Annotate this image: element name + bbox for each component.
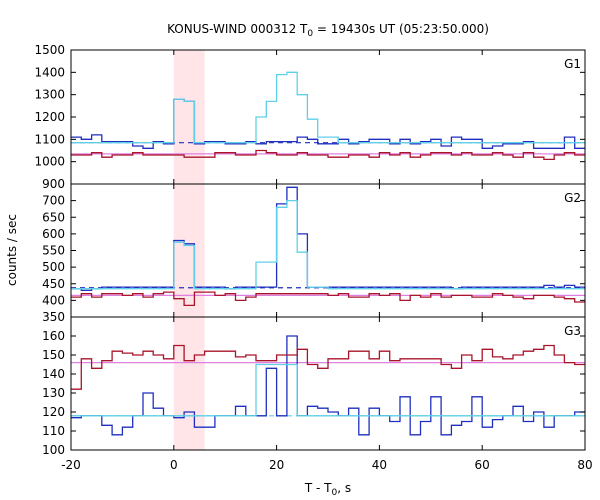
series-G2-dark_blue bbox=[71, 186, 585, 292]
shaded-interval-G1 bbox=[173, 50, 205, 184]
x-axis-label: T - T0, s bbox=[304, 481, 351, 498]
y-tick-label: 100 bbox=[42, 443, 65, 457]
y-tick-label: 140 bbox=[42, 367, 65, 381]
x-tick-label: -20 bbox=[61, 458, 81, 472]
panel-label-G1: G1 bbox=[564, 57, 581, 71]
y-tick-label: 1500 bbox=[34, 43, 65, 57]
y-tick-label: 130 bbox=[42, 386, 65, 400]
panel-G3-data bbox=[71, 335, 585, 436]
y-tick-label: 150 bbox=[42, 348, 65, 362]
y-tick-label: 1200 bbox=[34, 110, 65, 124]
panel-frame-G1 bbox=[70, 49, 586, 185]
axes-layer: 900100011001200130014001500G135040045050… bbox=[34, 43, 592, 472]
y-tick-label: 350 bbox=[42, 310, 65, 324]
y-tick-label: 1300 bbox=[34, 88, 65, 102]
y-tick-label: 1100 bbox=[34, 132, 65, 146]
panel-frame-G3 bbox=[70, 316, 586, 451]
y-tick-label: 1000 bbox=[34, 155, 65, 169]
y-tick-label: 110 bbox=[42, 424, 65, 438]
y-tick-label: 160 bbox=[42, 329, 65, 343]
series-G1-cyan bbox=[71, 71, 585, 144]
y-tick-label: 650 bbox=[42, 210, 65, 224]
series-G2-cyan bbox=[71, 199, 585, 290]
y-tick-label: 600 bbox=[42, 227, 65, 241]
shaded-interval-layer bbox=[173, 50, 205, 450]
x-tick-label: 60 bbox=[475, 458, 490, 472]
shaded-interval-G2 bbox=[173, 184, 205, 317]
series-G3-cyan bbox=[71, 363, 585, 417]
y-tick-label: 500 bbox=[42, 260, 65, 274]
y-tick-label: 550 bbox=[42, 244, 65, 258]
x-axis-label-subscript: 0 bbox=[332, 488, 338, 498]
series-G3-dark_red bbox=[71, 344, 585, 390]
x-tick-label: 80 bbox=[577, 458, 592, 472]
y-tick-label: 450 bbox=[42, 277, 65, 291]
panel-label-G3: G3 bbox=[564, 324, 581, 338]
series-G3-dark_blue bbox=[71, 335, 585, 436]
y-tick-label: 120 bbox=[42, 405, 65, 419]
x-tick-label: 0 bbox=[170, 458, 178, 472]
series-G1-dark_blue bbox=[71, 98, 585, 149]
panel-label-G2: G2 bbox=[564, 191, 581, 205]
panel-G2-data bbox=[71, 186, 585, 307]
x-tick-label: 20 bbox=[269, 458, 284, 472]
title-subscript: 0 bbox=[307, 29, 313, 39]
x-tick-label: 40 bbox=[372, 458, 387, 472]
series-G1-dark_red bbox=[71, 149, 585, 161]
y-tick-label: 400 bbox=[42, 293, 65, 307]
y-tick-label: 700 bbox=[42, 194, 65, 208]
y-tick-label: 1400 bbox=[34, 65, 65, 79]
y-axis-label: counts / sec bbox=[5, 214, 19, 286]
panel-G1-data bbox=[71, 71, 585, 161]
series-G2-dark_red bbox=[71, 291, 585, 307]
shaded-interval-G3 bbox=[173, 317, 205, 450]
chart-title: KONUS-WIND 000312 T0 = 19430s UT (05:23:… bbox=[167, 22, 489, 39]
y-tick-label: 900 bbox=[42, 177, 65, 191]
data-layer bbox=[71, 71, 585, 436]
